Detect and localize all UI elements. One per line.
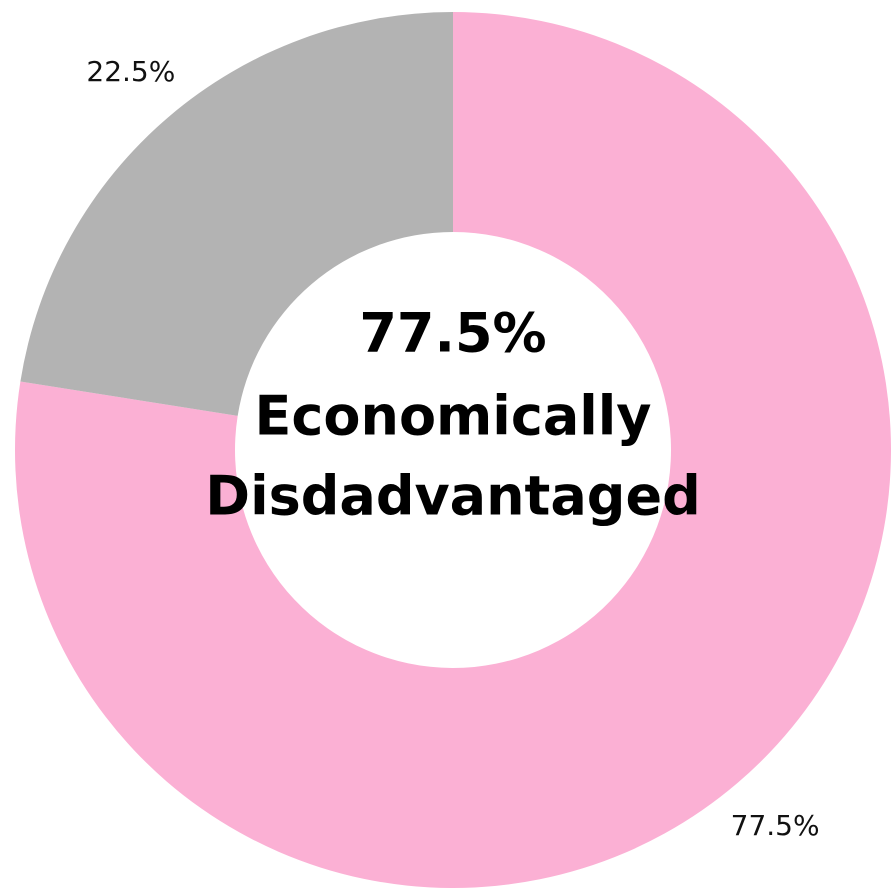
data-label: 77.5% <box>731 809 820 842</box>
donut-slice <box>15 12 891 888</box>
data-label: 22.5% <box>86 55 175 88</box>
donut-slice <box>20 12 453 416</box>
center-value: 77.5% <box>359 302 546 365</box>
center-label: Disdadvantaged <box>205 465 701 528</box>
center-label: Economically <box>255 385 652 448</box>
